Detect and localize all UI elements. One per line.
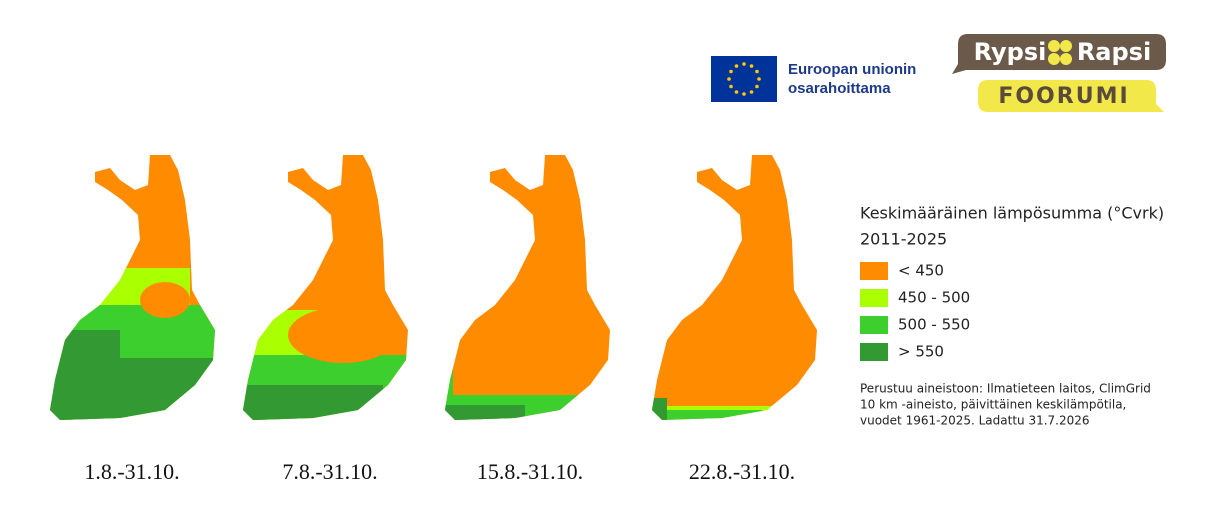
eu-text: osarahoittama <box>788 80 891 97</box>
map <box>445 155 610 420</box>
logo-word: Rypsi <box>974 38 1047 66</box>
eu-star <box>749 64 754 68</box>
logo-banner <box>952 34 1166 74</box>
legend-subtitle: 2011-2025 <box>860 230 947 249</box>
eu-star <box>755 84 759 89</box>
legend-swatch <box>860 289 888 307</box>
panel-labels: 1.8.-31.10. 7.8.-31.10. 15.8.-31.10. 22.8.-… <box>84 459 795 484</box>
eu-star <box>742 92 746 96</box>
legend-item: 500 - 550 <box>898 316 970 334</box>
eu-star <box>734 90 739 94</box>
panel-label: 1.8.-31.10. <box>84 459 179 484</box>
note-line: Perustuu aineistoon: Ilmatieteen laitos,… <box>860 382 1151 396</box>
legend-title: Keskimääräinen lämpösumma (°Cvrk) <box>860 204 1164 223</box>
logo-banner <box>978 80 1164 112</box>
eu-text: Euroopan unionin <box>788 61 916 78</box>
note-line: 10 km -aineisto, päivittäinen keskilämpö… <box>860 398 1126 412</box>
panel-label: 7.8.-31.10. <box>282 459 377 484</box>
eu-star <box>749 90 754 94</box>
logo-flower <box>1048 40 1072 65</box>
legend-swatch <box>860 343 888 361</box>
legend: Keskimääräinen lämpösumma (°Cvrk) 2011-2… <box>860 204 1164 361</box>
note-line: vuodet 1961-2025. Ladattu 31.7.2026 <box>860 414 1090 428</box>
legend-swatch <box>860 262 888 280</box>
eu-star <box>755 69 759 74</box>
eu-star <box>757 77 761 81</box>
legend-item: > 550 <box>898 343 944 361</box>
map <box>50 155 215 420</box>
logo-word: FOORUMI <box>998 84 1129 109</box>
eu-stars <box>727 62 761 96</box>
map <box>652 155 817 420</box>
eu-star <box>727 77 731 81</box>
rr-logo: Rypsi Rapsi FOORUMI <box>952 34 1166 112</box>
legend-swatch <box>860 316 888 334</box>
map <box>243 155 408 420</box>
eu-star <box>729 69 733 74</box>
legend-item: < 450 <box>898 262 944 280</box>
panel-label: 22.8.-31.10. <box>689 459 795 484</box>
eu-logo: Euroopan unionin osarahoittama <box>711 56 916 102</box>
panel-label: 15.8.-31.10. <box>477 459 583 484</box>
eu-star <box>742 62 746 66</box>
logo-word: Rapsi <box>1077 38 1151 66</box>
eu-star <box>729 84 733 89</box>
eu-star <box>734 64 739 68</box>
note: Perustuu aineistoon: Ilmatieteen laitos,… <box>860 382 1151 428</box>
legend-item: 450 - 500 <box>898 289 970 307</box>
